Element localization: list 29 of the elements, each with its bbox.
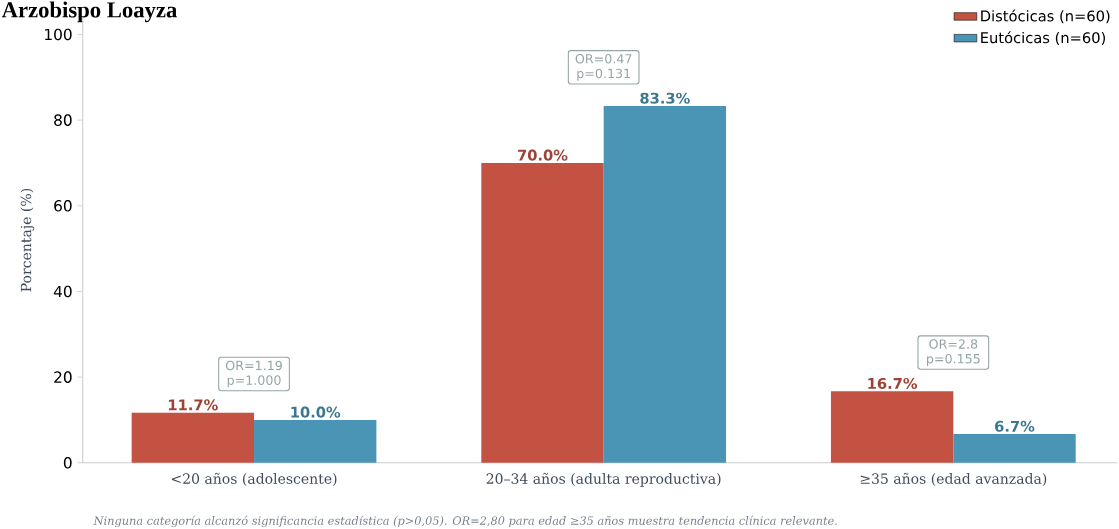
bar: [481, 162, 604, 463]
bar: [131, 412, 255, 463]
data-label: 83.3%: [640, 92, 690, 104]
data-label: 10.0%: [291, 406, 341, 418]
bar: [830, 391, 954, 463]
legend-label: Distócicas (n=60): [981, 9, 1110, 23]
data-label: 6.7%: [995, 420, 1035, 432]
y-axis-title: Porcentaje (%): [20, 188, 35, 292]
x-tick-label: <20 años (adolescente): [171, 472, 337, 486]
x-tick-label: ≥35 años (edad avanzada): [860, 472, 1047, 486]
data-label: 16.7%: [868, 377, 918, 389]
bar: [953, 433, 1076, 463]
y-tick-label: 20: [54, 371, 72, 383]
text: Ninguna categoría alcanzó significancia estadística (p>0,05). OR=2,80 para edad ≥35 años muestra tendencia clínica relevante.: [93, 515, 837, 527]
data-label: 11.7%: [169, 399, 218, 411]
y-tick-label: 40: [53, 285, 72, 298]
chart-title: Arzobispo Loayza: [1, 1, 177, 22]
annotation: OR=1.19 p=1.000: [225, 360, 282, 388]
annotation: OR=2.8 p=0.155: [927, 338, 980, 366]
data-label: 70.0%: [518, 149, 568, 161]
y-tick-label: 0: [63, 456, 72, 469]
bar: [254, 419, 377, 463]
y-tick-label: 100: [45, 28, 72, 41]
legend-label: Eutócicas (n=60): [981, 31, 1106, 45]
x-tick-label: 20–34 años (adulta reproductiva): [486, 472, 721, 487]
y-tick-label: 60: [54, 199, 72, 212]
bar: [603, 105, 727, 463]
annotation: OR=0.47 p=0.131: [575, 53, 632, 81]
y-tick-label: 80: [54, 114, 72, 126]
